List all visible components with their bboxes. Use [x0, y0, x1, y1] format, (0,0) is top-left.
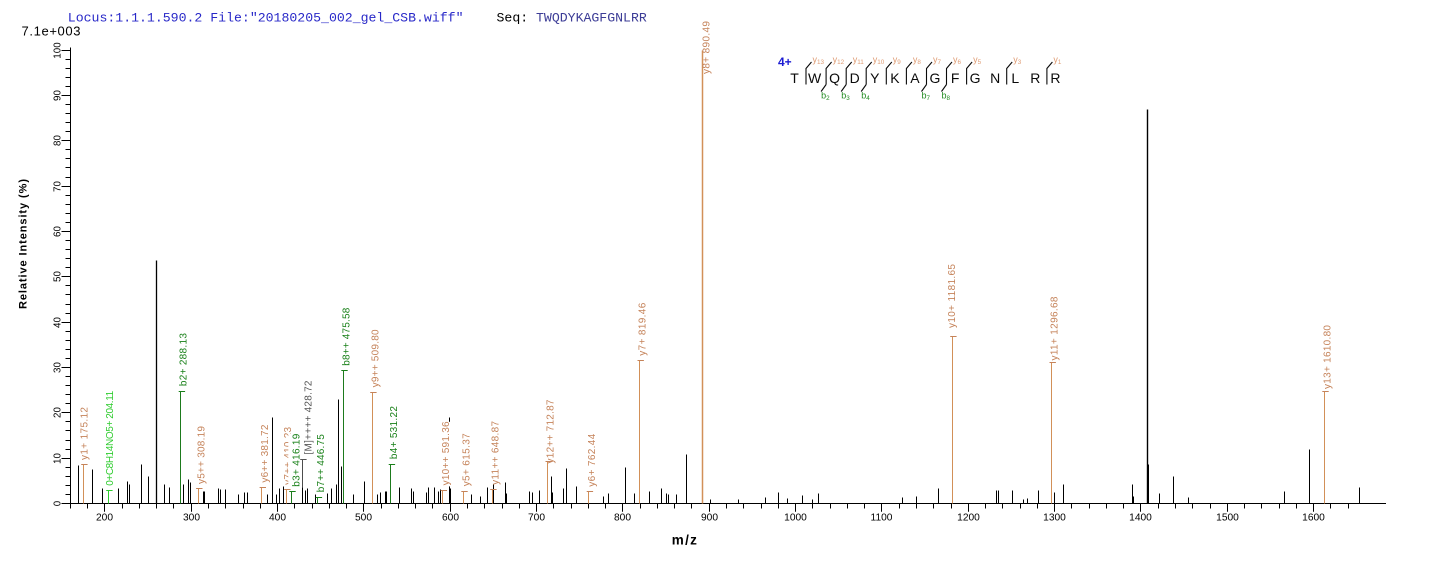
svg-text:y10+ 1181.65: y10+ 1181.65 [947, 264, 958, 328]
svg-text:Y: Y [870, 70, 880, 86]
svg-text:y12: y12 [833, 55, 845, 67]
svg-text:y8: y8 [913, 55, 922, 67]
svg-text:400: 400 [269, 512, 286, 523]
svg-text:80: 80 [53, 135, 64, 146]
svg-text:100: 100 [53, 42, 64, 59]
svg-text:30: 30 [53, 362, 64, 373]
svg-text:y3: y3 [1013, 55, 1022, 67]
svg-text:Seq:: Seq: [497, 11, 529, 26]
svg-text:1600: 1600 [1302, 512, 1325, 523]
svg-text:K: K [890, 70, 900, 86]
svg-text:G: G [930, 70, 941, 86]
svg-text:b8++ 475.58: b8++ 475.58 [342, 307, 353, 365]
svg-text:y11: y11 [853, 55, 865, 67]
svg-text:y5++ 308.19: y5++ 308.19 [196, 426, 207, 484]
svg-text:R: R [1050, 70, 1060, 86]
svg-text:1000: 1000 [784, 512, 807, 523]
svg-text:W: W [808, 70, 822, 86]
svg-text:A: A [910, 70, 920, 86]
svg-text:b2+ 288.13: b2+ 288.13 [179, 333, 190, 386]
svg-text:4+: 4+ [778, 55, 792, 69]
svg-text:b7++ 446.75: b7++ 446.75 [316, 434, 327, 492]
svg-text:y13+ 1610.80: y13+ 1610.80 [1323, 325, 1334, 389]
svg-text:50: 50 [53, 271, 64, 282]
svg-text:1500: 1500 [1216, 512, 1239, 523]
svg-text:200: 200 [96, 512, 113, 523]
svg-text:b7: b7 [922, 91, 931, 103]
svg-text:b8: b8 [942, 91, 951, 103]
svg-text:N: N [990, 70, 1000, 86]
svg-text:60: 60 [53, 226, 64, 237]
svg-text:7.1e+003: 7.1e+003 [22, 24, 81, 39]
svg-text:600: 600 [442, 512, 459, 523]
svg-text:700: 700 [528, 512, 545, 523]
svg-text:y10++ 591.36: y10++ 591.36 [441, 421, 452, 485]
svg-text:R: R [1030, 70, 1040, 86]
svg-text:1400: 1400 [1129, 512, 1152, 523]
svg-text:F: F [951, 70, 960, 86]
svg-text:800: 800 [614, 512, 631, 523]
svg-text:G: G [970, 70, 981, 86]
svg-text:L: L [1011, 70, 1019, 86]
svg-text:Q: Q [829, 70, 840, 86]
svg-text:y11+ 1296.68: y11+ 1296.68 [1050, 296, 1061, 360]
svg-text:b2: b2 [821, 91, 830, 103]
svg-text:Relative Intensity (%): Relative Intensity (%) [18, 179, 30, 309]
svg-text:y5+ 615.37: y5+ 615.37 [462, 433, 473, 486]
svg-text:300: 300 [183, 512, 200, 523]
svg-text:500: 500 [355, 512, 372, 523]
svg-text:y9++ 509.80: y9++ 509.80 [370, 329, 381, 387]
svg-text:m/z: m/z [672, 533, 698, 548]
svg-text:10: 10 [53, 453, 64, 464]
svg-text:1100: 1100 [871, 512, 893, 523]
svg-text:y12++ 712.87: y12++ 712.87 [546, 399, 557, 463]
svg-text:y6: y6 [953, 55, 962, 67]
svg-text:900: 900 [701, 512, 718, 523]
svg-text:y1+ 175.12: y1+ 175.12 [79, 407, 90, 460]
svg-text:y5: y5 [973, 55, 982, 67]
svg-text:TWQDYKAGFGNLRR: TWQDYKAGFGNLRR [536, 11, 647, 26]
svg-text:1300: 1300 [1043, 512, 1066, 523]
svg-text:b3: b3 [841, 91, 850, 103]
svg-text:70: 70 [53, 181, 64, 192]
svg-text:0: 0 [53, 500, 64, 506]
svg-text:y9: y9 [893, 55, 902, 67]
svg-text:90: 90 [53, 90, 64, 101]
svg-text:T: T [790, 70, 799, 86]
svg-text:D: D [850, 70, 860, 86]
svg-text:y13: y13 [813, 55, 825, 67]
svg-text:0+C8H14NO5+ 204.11: 0+C8H14NO5+ 204.11 [105, 390, 116, 485]
svg-text:y10: y10 [873, 55, 885, 67]
svg-text:b3+ 416.19: b3+ 416.19 [292, 433, 303, 486]
svg-text:y7: y7 [933, 55, 942, 67]
svg-text:1200: 1200 [957, 512, 980, 523]
svg-text:y11++ 648.87: y11++ 648.87 [490, 420, 501, 484]
svg-text:b4: b4 [861, 91, 870, 103]
svg-text:y7+ 819.46: y7+ 819.46 [638, 302, 649, 355]
svg-text:y6+ 762.44: y6+ 762.44 [587, 433, 598, 486]
svg-text:y1: y1 [1053, 55, 1062, 67]
svg-text:Locus:1.1.1.590.2 File:"201802: Locus:1.1.1.590.2 File:"20180205_002_gel… [68, 11, 464, 26]
svg-text:y6++ 381.72: y6++ 381.72 [260, 424, 271, 482]
svg-text:20: 20 [53, 407, 64, 418]
svg-text:40: 40 [53, 317, 64, 328]
svg-text:b4+ 531.22: b4+ 531.22 [389, 406, 400, 459]
svg-text:y8+ 890.49: y8+ 890.49 [702, 21, 713, 74]
svg-text:[M]++++ 428.72: [M]++++ 428.72 [303, 380, 314, 454]
